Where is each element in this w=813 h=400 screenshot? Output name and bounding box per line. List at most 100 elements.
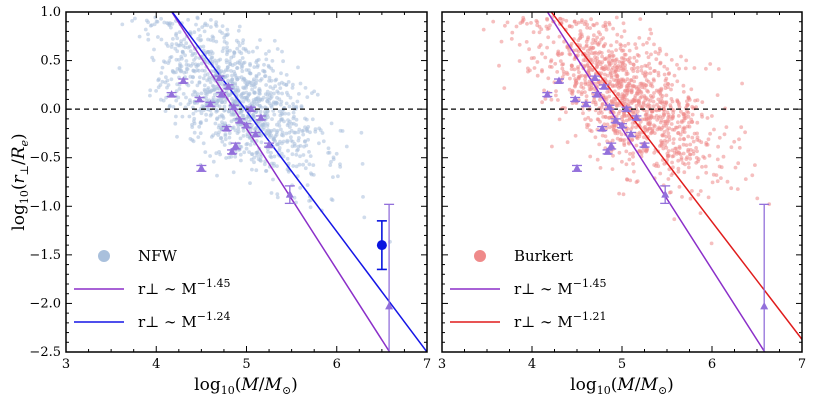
scatter-point [192, 116, 197, 121]
scatter-point [222, 104, 227, 109]
scatter-point [634, 107, 639, 111]
scatter-point [622, 113, 626, 118]
scatter-point [148, 93, 152, 98]
scatter-point [681, 83, 686, 88]
scatter-point [195, 16, 200, 21]
scatter-point [618, 42, 623, 47]
scatter-point [192, 89, 197, 94]
scatter-point [651, 104, 656, 109]
scatter-point [231, 125, 236, 130]
scatter-point [242, 150, 247, 155]
scatter-point [634, 46, 639, 50]
scatter-point [684, 143, 689, 148]
x-tick-label: 5 [242, 357, 250, 372]
scatter-point [245, 141, 250, 146]
scatter-point [204, 112, 209, 117]
scatter-point [269, 78, 274, 83]
scatter-point [265, 122, 270, 126]
scatter-point [230, 77, 235, 82]
scatter-point [521, 17, 526, 22]
scatter-point [248, 181, 252, 186]
scatter-point [320, 131, 325, 135]
scatter-point [642, 73, 647, 78]
scatter-point [669, 117, 674, 121]
scatter-point [687, 124, 692, 129]
scatter-point [563, 106, 567, 110]
scatter-point [691, 152, 696, 156]
scatter-point [272, 137, 276, 141]
observed-point [611, 116, 620, 124]
fit-line-2 [550, 12, 802, 340]
scatter-point [201, 48, 206, 53]
scatter-point [633, 94, 638, 98]
scatter-point [601, 36, 605, 40]
scatter-point [576, 89, 581, 94]
legend-label-fit: r⊥ ∼ M−1.45 [138, 277, 230, 298]
scatter-point [621, 21, 626, 26]
scatter-point [632, 169, 636, 174]
scatter-point [535, 23, 540, 28]
scatter-point [264, 57, 269, 62]
scatter-point [227, 155, 232, 160]
scatter-point [241, 61, 246, 66]
axes-frame [65, 11, 428, 353]
scatter-point [674, 146, 679, 151]
scatter-point [670, 148, 675, 153]
scatter-point [634, 125, 638, 130]
scatter-point [201, 105, 206, 110]
observed-point [236, 116, 245, 124]
scatter-point [291, 164, 296, 168]
scatter-point [143, 27, 148, 32]
scatter-point [281, 133, 285, 138]
scatter-point [203, 150, 208, 155]
scatter-point [306, 137, 310, 142]
scatter-point [648, 66, 653, 71]
observed-point [573, 163, 581, 172]
scatter-point [549, 97, 554, 102]
scatter-point [272, 154, 277, 159]
scatter-point [146, 37, 151, 42]
observed-point [760, 301, 769, 310]
scatter-point [286, 112, 291, 116]
observed-point [247, 104, 256, 113]
scatter-point [588, 154, 593, 159]
scatter-point [540, 68, 544, 72]
scatter-point [736, 161, 741, 166]
scatter-point [609, 75, 614, 80]
scatter-point [171, 37, 175, 41]
scatter-point [269, 150, 273, 155]
scatter-point [231, 54, 236, 59]
scatter-point [120, 22, 125, 27]
scatter-point [291, 82, 295, 87]
scatter-point [596, 43, 601, 47]
scatter-point [196, 27, 201, 32]
x-tick-label: 4 [528, 357, 536, 372]
scatter-point [664, 134, 669, 139]
scatter-point [592, 23, 596, 28]
scatter-point [531, 30, 536, 35]
scatter-point [625, 98, 630, 102]
scatter-point [682, 130, 687, 135]
scatter-point [675, 62, 679, 67]
scatter-point [258, 78, 263, 83]
scatter-point [598, 32, 603, 37]
scatter-point [226, 93, 231, 97]
scatter-point [159, 71, 164, 75]
scatter-point [664, 93, 669, 98]
scatter-point [676, 169, 681, 174]
scatter-point [226, 78, 231, 83]
scatter-point [528, 68, 532, 73]
scatter-point [686, 102, 690, 107]
scatter-point [279, 127, 283, 132]
scatter-point [162, 20, 167, 25]
scatter-point [229, 110, 234, 115]
scatter-point [248, 143, 253, 147]
scatter-point [666, 177, 671, 181]
scatter-point [585, 25, 589, 30]
scatter-point [636, 84, 641, 89]
scatter-point [199, 120, 203, 124]
observed-point [632, 113, 641, 121]
scatter-point [307, 150, 311, 154]
scatter-point [634, 103, 639, 108]
scatter-point [542, 88, 546, 93]
